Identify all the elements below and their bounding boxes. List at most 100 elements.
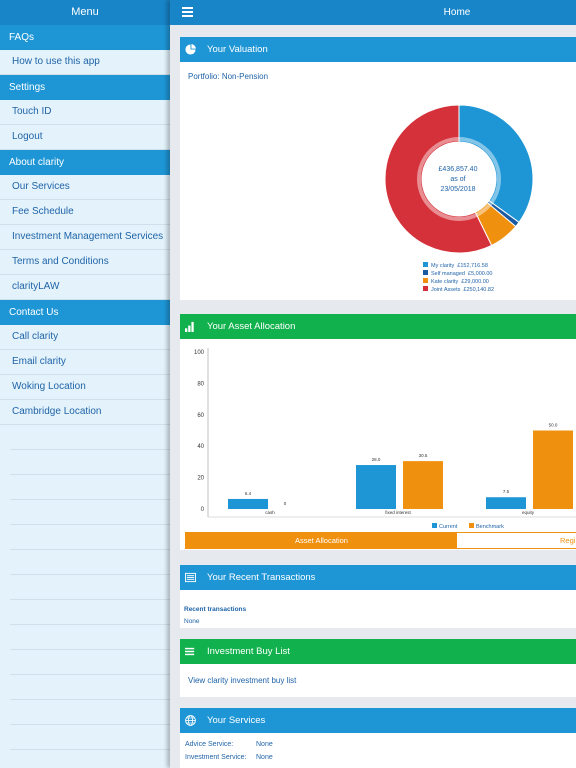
menu-item-label: Fee Schedule xyxy=(12,206,74,217)
legend-item: Joint Assets £250,140.82 xyxy=(423,286,494,294)
asset-allocation-card: Your Asset Allocation 0 20 40 60 80 100 6.4 0 ca… xyxy=(180,314,576,550)
menu-item-touch-id[interactable]: Touch ID xyxy=(0,100,170,125)
service-label: Advice Service: xyxy=(185,741,234,748)
legend-label: Self managed xyxy=(431,271,465,277)
bar-value-label: 28.0 xyxy=(372,457,381,462)
bar-chart-icon xyxy=(185,321,194,332)
menu-item-cambridge[interactable]: Cambridge Location xyxy=(0,400,170,425)
legend-label: Current xyxy=(439,524,458,530)
valuation-donut-chart xyxy=(384,104,534,254)
valuation-card: Your Valuation Portfolio: Non-Pension £4… xyxy=(180,37,576,300)
menu-empty-row xyxy=(10,675,170,700)
recent-transactions-value: None xyxy=(184,618,200,625)
menu-item-how-to-use[interactable]: How to use this app xyxy=(0,50,170,75)
legend-item: My clarity £152,716.58 xyxy=(423,262,494,270)
list-icon xyxy=(185,572,196,583)
menu-item-label: Investment Management Services xyxy=(12,231,164,242)
legend-label: Joint Assets xyxy=(431,287,461,293)
menu-empty-row xyxy=(10,425,170,450)
buylist-title: Investment Buy List xyxy=(207,646,290,657)
portfolio-value: Non-Pension xyxy=(221,72,269,81)
menu-item-investment-management[interactable]: Investment Management Services xyxy=(0,225,170,250)
menu-empty-row xyxy=(10,650,170,675)
menu-empty-row xyxy=(10,450,170,475)
hamburger-icon[interactable] xyxy=(182,7,193,17)
bar-current-fixed-interest[interactable] xyxy=(356,465,396,509)
menu-item-email[interactable]: Email clarity xyxy=(0,350,170,375)
y-tick-label: 60 xyxy=(197,413,204,419)
valuation-legend: My clarity £152,716.58 Self managed £5,0… xyxy=(423,262,494,294)
y-tick-label: 0 xyxy=(201,507,205,513)
menu-section-contact: Contact Us xyxy=(0,300,170,325)
bar-value-label: 7.5 xyxy=(503,489,510,494)
donut-slice[interactable] xyxy=(384,104,493,254)
bar-value-label: 50.0 xyxy=(549,423,558,428)
menu-item-label: Touch ID xyxy=(12,106,52,117)
main-panel: Home Your Valuation Portfolio: Non-Pensi… xyxy=(170,0,576,768)
menu-item-claritylaw[interactable]: clarityLAW xyxy=(0,275,170,300)
x-category-label: fixed interest xyxy=(385,510,411,515)
bar-current-equity[interactable] xyxy=(486,497,526,509)
menu-empty-row xyxy=(10,625,170,650)
globe-icon xyxy=(185,715,196,726)
pie-chart-icon xyxy=(185,44,196,55)
service-value: None xyxy=(256,754,273,761)
legend-item: Kate clarity £29,000.00 xyxy=(423,278,494,286)
menu-item-label: How to use this app xyxy=(12,56,100,67)
as-of-label: as of xyxy=(450,176,466,183)
menu-empty-row xyxy=(10,500,170,525)
legend-amount: £5,000.00 xyxy=(468,271,493,277)
menu-item-label: clarityLAW xyxy=(12,281,60,292)
menu-title: Menu xyxy=(0,0,170,25)
menu-section-settings: Settings xyxy=(0,75,170,100)
total-value: £436,857.40 xyxy=(438,166,478,173)
buylist-header: Investment Buy List xyxy=(180,639,576,664)
donut-center-label: £436,857.40 as of 23/05/2018 xyxy=(420,165,496,195)
bar-benchmark-fixed-interest[interactable] xyxy=(403,461,443,509)
legend-swatch xyxy=(469,523,474,528)
transactions-header: Your Recent Transactions xyxy=(180,565,576,590)
valuation-title: Your Valuation xyxy=(207,44,268,55)
buy-list-card: Investment Buy List View clarity investm… xyxy=(180,639,576,697)
menu-empty-row xyxy=(10,600,170,625)
menu-item-fee-schedule[interactable]: Fee Schedule xyxy=(0,200,170,225)
legend-item: Self managed £5,000.00 xyxy=(423,270,494,278)
bar-current-cash[interactable] xyxy=(228,498,268,509)
y-tick-label: 80 xyxy=(197,381,204,387)
menu-item-label: Call clarity xyxy=(12,331,59,342)
legend-label: Benchmark xyxy=(476,524,504,530)
allocation-tab-bar: Asset Allocation Regi xyxy=(185,532,576,549)
donut-inner-ring xyxy=(417,137,501,221)
menu-item-call[interactable]: Call clarity xyxy=(0,325,170,350)
menu-item-woking[interactable]: Woking Location xyxy=(0,375,170,400)
portfolio-label: Portfolio: xyxy=(188,72,220,81)
tab-regional[interactable]: Regi xyxy=(560,536,576,545)
menu-item-label: Cambridge Location xyxy=(12,406,102,417)
tab-asset-allocation[interactable]: Asset Allocation xyxy=(186,533,457,548)
allocation-title: Your Asset Allocation xyxy=(207,321,296,332)
service-value: None xyxy=(256,741,273,748)
menu-empty-row xyxy=(10,475,170,500)
menu-empty-row xyxy=(10,550,170,575)
menu-empty-row xyxy=(10,725,170,750)
services-title: Your Services xyxy=(207,715,266,726)
menu-item-our-services[interactable]: Our Services xyxy=(0,175,170,200)
menu-item-label: Logout xyxy=(12,131,43,142)
advice-service-row: Advice Service: None xyxy=(185,741,273,748)
recent-transactions-label: Recent transactions xyxy=(184,606,247,613)
valuation-header: Your Valuation xyxy=(180,37,576,62)
top-bar: Home xyxy=(170,0,576,25)
portfolio-selector[interactable]: Portfolio: Non-Pension xyxy=(188,72,268,81)
donut-slice[interactable] xyxy=(458,104,534,224)
y-tick-label: 40 xyxy=(197,444,204,450)
bar-benchmark-equity[interactable] xyxy=(533,430,573,510)
menu-item-terms[interactable]: Terms and Conditions xyxy=(0,250,170,275)
menu-empty-row xyxy=(10,525,170,550)
bar-value-label: 0 xyxy=(284,501,287,506)
menu-item-logout[interactable]: Logout xyxy=(0,125,170,150)
view-buy-list-link[interactable]: View clarity investment buy list xyxy=(188,676,297,685)
menu-item-label: Woking Location xyxy=(12,381,86,392)
legend-swatch xyxy=(432,523,437,528)
valuation-date: 23/05/2018 xyxy=(440,186,476,193)
menu-item-label: Our Services xyxy=(12,181,70,192)
